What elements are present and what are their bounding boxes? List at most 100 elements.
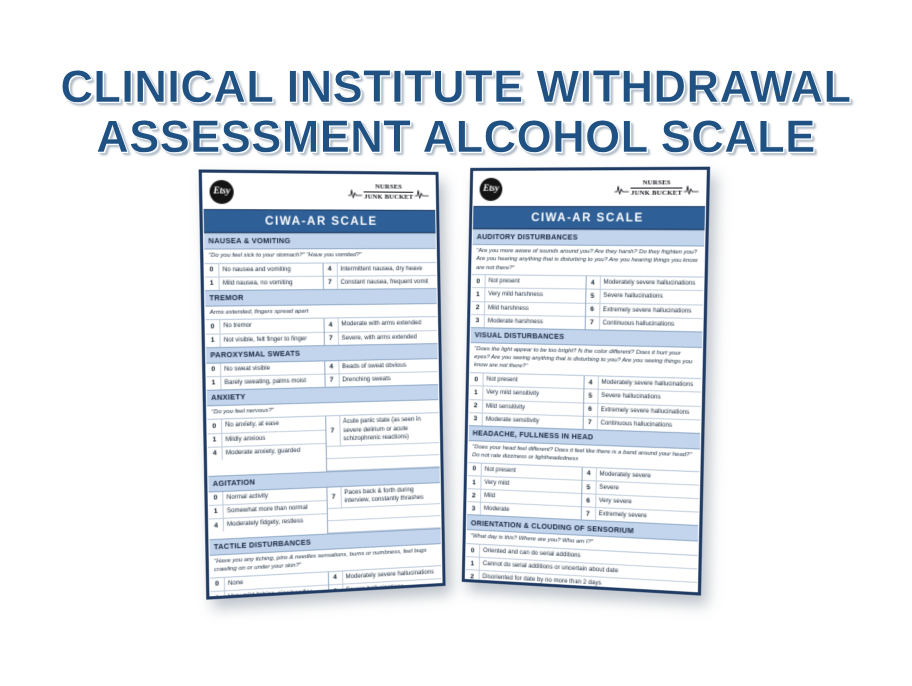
scale-title-bar: CIWA-AR SCALE bbox=[472, 205, 706, 230]
score-description: Severe hallucinations bbox=[603, 292, 663, 301]
scale-title-bar: CIWA-AR SCALE bbox=[203, 209, 436, 233]
score-value: 1 bbox=[210, 591, 226, 600]
scale-row[interactable]: 7 Constant nausea, frequent vomit bbox=[323, 276, 436, 289]
score-description: None bbox=[227, 578, 244, 587]
score-value: 1 bbox=[465, 557, 480, 571]
heartbeat-icon bbox=[414, 186, 429, 199]
score-value: 2 bbox=[467, 489, 482, 502]
score-value: 2 bbox=[471, 301, 486, 315]
score-value: 7 bbox=[325, 416, 341, 446]
brand-line-1: NURSES bbox=[375, 183, 403, 191]
scale-column-low: 0 Not present 1 Very mild 2 Mild 3 Moderate bbox=[467, 462, 583, 520]
scale-row[interactable]: 7 Acute panic state (as seen in severe de… bbox=[325, 413, 440, 447]
ciwa-page-right[interactable]: Etsy NURSES JUNK BUCKET CIWA-AR SCALE AUDITO… bbox=[461, 166, 711, 596]
score-description: Moderately fidgety, restless bbox=[226, 517, 304, 528]
scale-column-low: 0 Not present 1 Very mild sensitivity 2 Mild … bbox=[468, 373, 585, 429]
score-value: 0 bbox=[471, 275, 486, 288]
brand-text: NURSES JUNK BUCKET bbox=[630, 179, 683, 198]
scale-column-low: 0 Not present 1 Very mild harshness 2 Mild ha… bbox=[470, 275, 587, 330]
scale-columns: 0 Not present 1 Very mild sensitivity 2 Mild … bbox=[468, 373, 702, 432]
score-value: 3 bbox=[467, 502, 482, 516]
score-description: Not present bbox=[488, 277, 520, 285]
score-description: Acute panic state (as seen in severe del… bbox=[342, 415, 421, 442]
score-value: 6 bbox=[328, 598, 344, 600]
score-value: 7 bbox=[323, 276, 338, 289]
score-value: 2 bbox=[465, 570, 480, 584]
scale-row[interactable]: 7 Severe, with arms extended bbox=[324, 331, 437, 345]
etsy-logo[interactable]: Etsy bbox=[479, 177, 503, 201]
etsy-logo[interactable]: Etsy bbox=[209, 179, 234, 204]
score-description: Mild nausea, no vomiting bbox=[222, 278, 293, 287]
score-description: Moderate sensitivity bbox=[485, 415, 540, 425]
scale-section: ANXIETY "Do you feel nervous?" 0 No anxiety… bbox=[206, 383, 440, 476]
score-description: Severe bbox=[599, 483, 619, 492]
score-description: No sweat visible bbox=[224, 364, 271, 373]
scale-row[interactable]: 4 Intermittent nausea, dry heave bbox=[322, 262, 437, 277]
score-value: 1 bbox=[471, 288, 486, 301]
scale-section: TREMOR Arms extended, fingers spread apar… bbox=[205, 287, 438, 347]
scale-section: TACTILE DISTURBANCES "Have you any itchin… bbox=[209, 528, 442, 600]
scale-columns: 0 No anxiety, at ease 1 Mildly anxious 4 Mode… bbox=[207, 413, 440, 476]
scale-row[interactable]: 3 Moderate harshness bbox=[470, 314, 584, 329]
score-description: Constant nausea, frequent vomit bbox=[340, 277, 429, 286]
score-description: Moderately severe bbox=[599, 470, 652, 480]
scale-columns: 0 Not present 1 Very mild harshness 2 Mild ha… bbox=[470, 275, 704, 332]
score-value: 4 bbox=[324, 360, 340, 374]
heartbeat-icon bbox=[683, 182, 699, 195]
score-value: 0 bbox=[207, 419, 223, 433]
score-value: 7 bbox=[583, 416, 598, 430]
scale-column-low: 0 No sweat visible 1 Barely sweating, palms… bbox=[206, 360, 326, 390]
score-value: 7 bbox=[324, 373, 340, 387]
score-description: Continuous hallucinations bbox=[600, 419, 673, 429]
heartbeat-icon bbox=[614, 182, 630, 195]
scale-column-high: 4 Moderate with arms extended 7 Severe, wit… bbox=[323, 317, 438, 345]
scale-column-low: 0 No tremor 1 Not visible, felt finger to f… bbox=[205, 319, 325, 347]
score-value: 0 bbox=[204, 263, 220, 277]
score-description: Mild sensitivity bbox=[485, 402, 526, 411]
score-description: Moderate bbox=[483, 505, 510, 514]
score-description: Very mild bbox=[484, 478, 510, 487]
scale-column-high: 4 Moderately severe hallucinations 5 Severe… bbox=[328, 565, 442, 600]
score-description: Moderate harshness bbox=[487, 317, 544, 326]
scale-section: AUDITORY DISTURBANCES "Are you more aware… bbox=[470, 228, 705, 332]
score-value: 4 bbox=[322, 263, 338, 276]
scale-row[interactable]: 1 Mild nausea, no vomiting bbox=[204, 277, 323, 290]
scale-row[interactable]: 1 Not visible, felt finger to finger bbox=[205, 332, 324, 347]
scale-row[interactable]: 7 Continuous hallucinations bbox=[585, 316, 702, 332]
title-line-1: CLINICAL INSTITUTE WITHDRAWAL bbox=[60, 61, 852, 112]
scale-row[interactable]: 4 Moderate anxiety, guarded bbox=[207, 444, 326, 461]
scale-row[interactable]: 0 No nausea and vomiting bbox=[204, 263, 323, 278]
scale-section: HEADACHE, FULLNESS IN HEAD "Does your hea… bbox=[467, 424, 701, 525]
score-description: Moderately severe hallucinations bbox=[603, 278, 696, 288]
score-description: Not present bbox=[484, 465, 516, 474]
score-value: 4 bbox=[323, 318, 339, 332]
score-value: 1 bbox=[204, 277, 220, 290]
score-value: 0 bbox=[208, 491, 224, 505]
score-description: No anxiety, at ease bbox=[225, 420, 280, 430]
ciwa-page-left[interactable]: Etsy NURSES JUNK BUCKET CIWA-AR SCALE NAUSEA… bbox=[198, 169, 446, 600]
score-description: Normal activity bbox=[226, 491, 269, 501]
brand-text: NURSES JUNK BUCKET bbox=[363, 183, 414, 202]
scale-section: NAUSEA & VOMITING "Do you feel sick to yo… bbox=[204, 232, 437, 290]
score-description: Extremely severe bbox=[598, 510, 648, 520]
score-value: 7 bbox=[326, 486, 342, 509]
scale-section: ORIENTATION & CLOUDING OF SENSORIUM "What… bbox=[465, 514, 699, 596]
score-value: 6 bbox=[583, 403, 598, 416]
score-description: Very mild sensitivity bbox=[486, 388, 540, 398]
score-value: 1 bbox=[469, 386, 484, 400]
score-value: 6 bbox=[585, 303, 600, 317]
nurses-junk-bucket-logo: NURSES JUNK BUCKET bbox=[614, 179, 699, 198]
score-value: 3 bbox=[470, 314, 485, 328]
score-description: Drenching sweats bbox=[342, 374, 391, 384]
score-value: 7 bbox=[585, 316, 600, 330]
score-value: 7 bbox=[324, 332, 339, 345]
brand-line-2: JUNK BUCKET bbox=[630, 187, 683, 198]
score-description: Very mild harshness bbox=[488, 290, 543, 299]
score-value: 1 bbox=[467, 476, 482, 489]
score-value: 1 bbox=[208, 505, 224, 519]
score-value: 4 bbox=[328, 571, 343, 585]
score-value: 0 bbox=[210, 577, 226, 592]
nurses-junk-bucket-logo: NURSES JUNK BUCKET bbox=[348, 183, 429, 202]
